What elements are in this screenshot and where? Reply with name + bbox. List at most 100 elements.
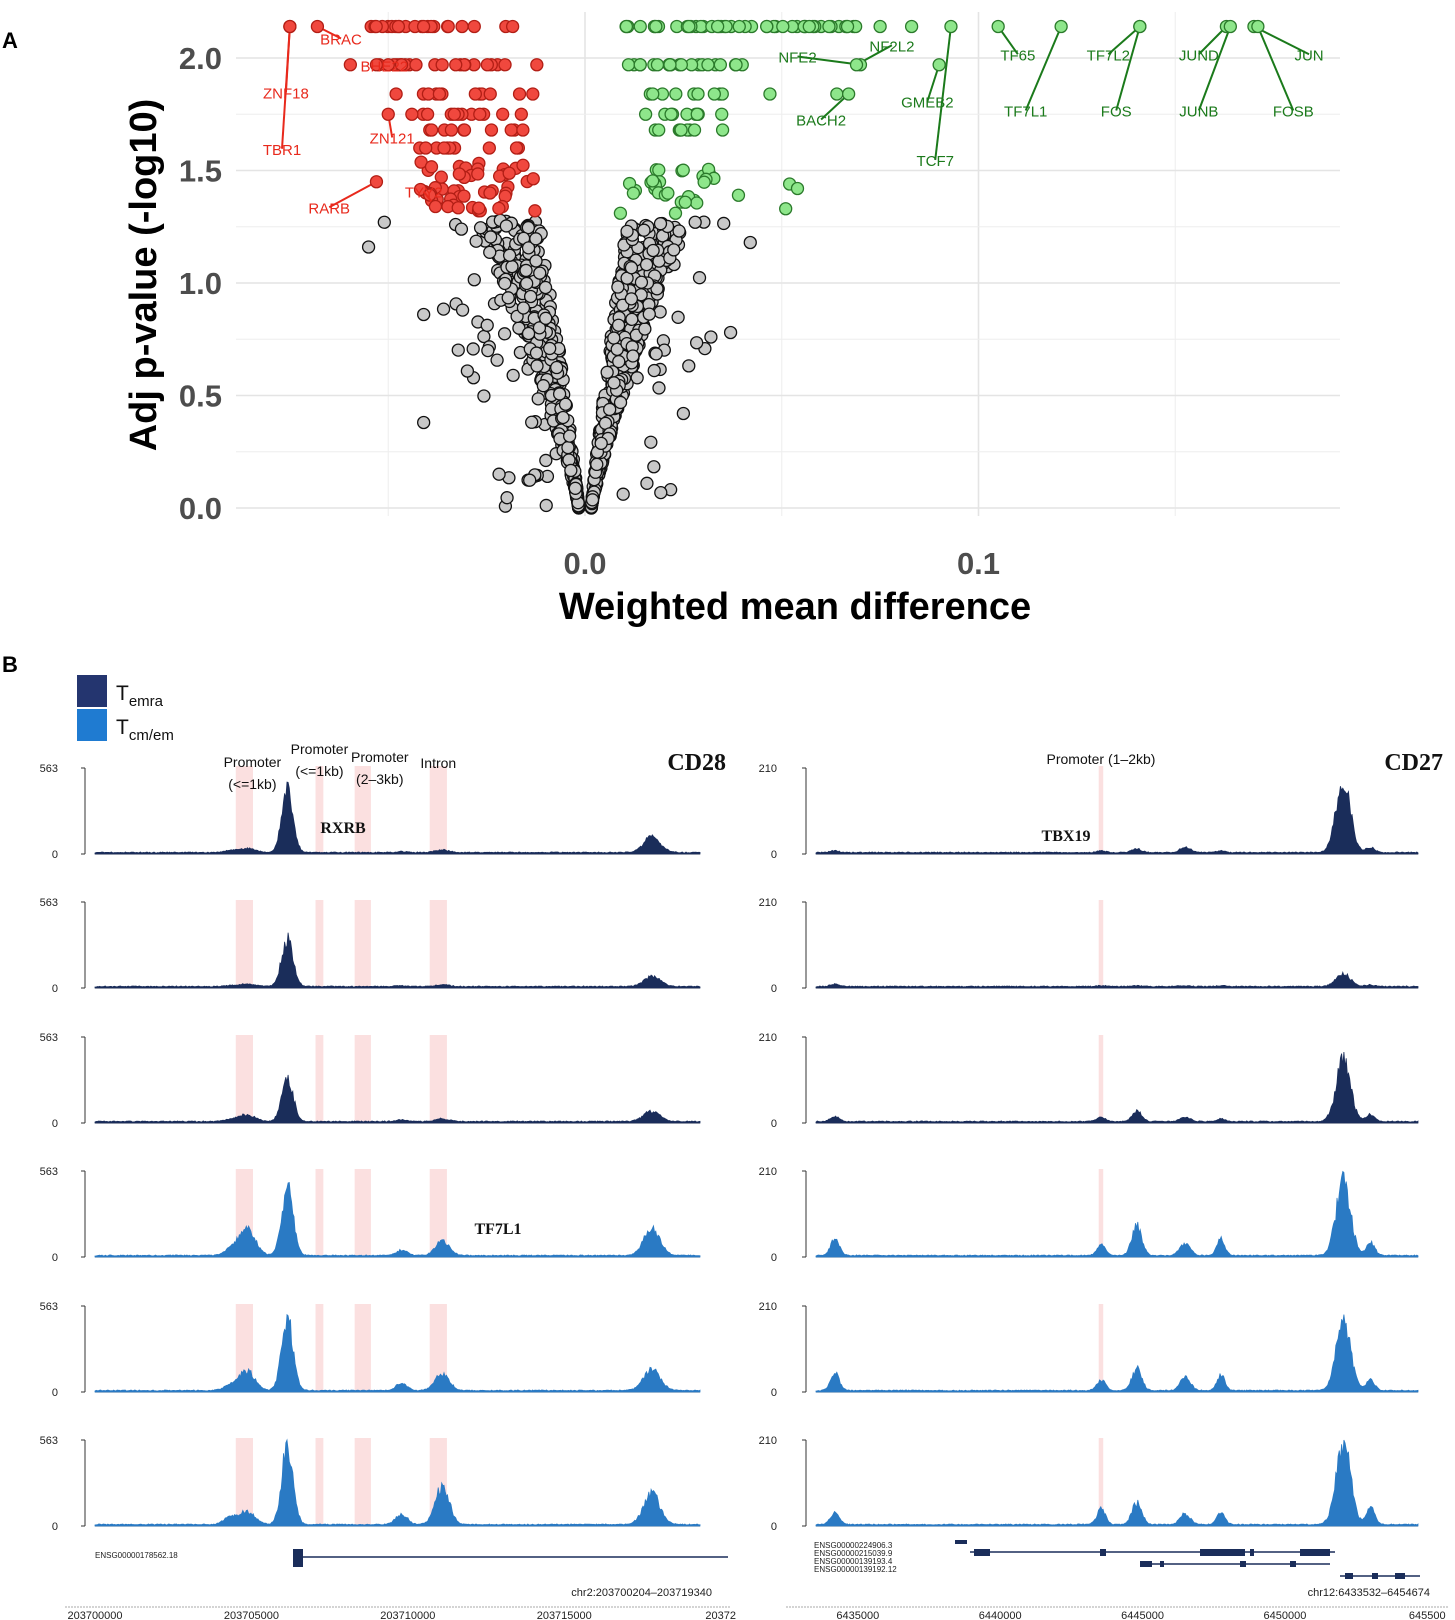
scatter-point-ns (467, 273, 481, 287)
scatter-point-down (492, 201, 506, 216)
region-band (1098, 1169, 1104, 1257)
track-ymax-label: 563 (40, 1166, 58, 1178)
scatter-point-down (498, 58, 512, 72)
cd27-exon (1100, 1549, 1106, 1556)
track-ymin-label: 0 (52, 1118, 58, 1130)
scatter-point-down (472, 201, 486, 215)
scatter-point-down (419, 141, 433, 155)
x-tick-label: 0.1 (957, 546, 1000, 581)
scatter-point-ns (624, 261, 639, 275)
cd27-gene-id: ENSG00000139193.4 (814, 1557, 893, 1566)
genome-region-label: chr2:203700204–203719340 (571, 1587, 712, 1599)
y-tick-label: 0.0 (179, 491, 222, 526)
scatter-point-up (626, 186, 641, 200)
gene-label-tyy2: TYY2 (405, 185, 443, 202)
scatter-point-down (435, 58, 449, 72)
leader-line-tf7l1 (1024, 26, 1063, 111)
cd27-exon (1140, 1561, 1152, 1567)
scatter-point-down (483, 87, 497, 101)
cd27-exon (1372, 1573, 1378, 1579)
scatter-point-down (509, 141, 524, 155)
leader-line-fos (1115, 26, 1141, 111)
labeled-point-nf2l2 (849, 58, 864, 72)
gene-label-brac: BRAC (320, 32, 362, 49)
track-ymin-label: 0 (52, 849, 58, 861)
scatter-point-ns (451, 343, 465, 357)
cd27-exon (1395, 1573, 1405, 1579)
scatter-point-ns (516, 301, 531, 315)
scatter-point-down (457, 123, 472, 137)
scatter-point-ns (529, 346, 544, 360)
scatter-point-ns (630, 371, 644, 385)
scatter-point-down (526, 172, 540, 186)
scatter-point-up (710, 19, 725, 34)
leader-line-junb (1197, 26, 1232, 111)
scatter-point-ns (626, 349, 640, 363)
y-tick-label: 0.5 (179, 379, 222, 414)
scatter-point-ns (688, 215, 702, 229)
scatter-point-up (621, 58, 636, 72)
scatter-point-down (504, 123, 518, 137)
scatter-point-down (484, 123, 499, 137)
scatter-point-ns (523, 473, 537, 487)
region-label: Intron (420, 755, 456, 771)
scatter-point-ns (502, 248, 517, 262)
scatter-point-up (830, 87, 844, 101)
scatter-point-ns (563, 429, 577, 443)
scatter-point-down (455, 19, 469, 34)
region-band (354, 1304, 371, 1392)
cd27-exon (974, 1549, 990, 1556)
track-legend: Temra Tcm/em (77, 675, 174, 744)
scatter-point-ns (500, 491, 514, 505)
scatter-point-ns (556, 410, 570, 425)
region-band (429, 900, 447, 988)
labeled-point-junb (1223, 19, 1237, 34)
gene-label-rarb: RARB (308, 200, 350, 217)
scatter-point-ns (652, 381, 666, 395)
x-tick-label: 0.0 (563, 546, 606, 581)
scatter-point-down (409, 58, 423, 72)
scatter-point-ns (538, 280, 553, 295)
scatter-point-ns (480, 318, 494, 332)
scatter-point-down (467, 19, 481, 34)
scatter-point-down (449, 58, 463, 72)
scatter-point-up (729, 58, 743, 72)
cd27-exon (955, 1540, 967, 1544)
track-ymax-label: 210 (759, 1166, 777, 1178)
region-label: Promoter (1–2kb) (1047, 751, 1156, 767)
track-ymax-label: 210 (759, 763, 777, 775)
scatter-point-down (389, 87, 403, 101)
track-annotation-rxrb: RXRB (320, 820, 366, 837)
region-band (354, 1169, 371, 1257)
region-band (315, 1304, 324, 1392)
genome-tick-label: 6440000 (979, 1610, 1022, 1620)
labeled-point-bhe22 (369, 58, 384, 72)
scatter-point-ns (616, 487, 630, 501)
labeled-point-bach2 (841, 87, 856, 101)
scatter-point-down (512, 87, 527, 101)
x-axis-title: Weighted mean difference (559, 586, 1031, 628)
coverage-track-5 (815, 1314, 1419, 1393)
y-tick-label: 1.0 (179, 266, 222, 301)
scatter-point-ns (612, 354, 626, 369)
scatter-point-up (904, 19, 919, 34)
scatter-point-ns (417, 415, 431, 430)
scatter-point-down (452, 167, 466, 181)
scatter-point-ns (653, 217, 668, 231)
labeled-point-fosb (1251, 19, 1265, 34)
region-band (354, 766, 371, 854)
scatter-point-up (674, 58, 688, 72)
scatter-point-down (483, 186, 497, 200)
track-ymax-label: 210 (759, 1435, 777, 1447)
scatter-point-ns (642, 307, 656, 321)
scatter-point-up (701, 58, 715, 72)
gene-label-tbr1: TBR1 (263, 142, 301, 159)
region-band (315, 766, 324, 854)
scatter-point-ns (521, 220, 535, 235)
scatter-point-down (447, 107, 461, 121)
region-label: Promoter (224, 754, 282, 770)
scatter-point-down (391, 19, 406, 34)
scatter-point-ns (607, 376, 621, 390)
scatter-point-ns (647, 460, 661, 474)
scatter-point-ns (650, 282, 664, 296)
